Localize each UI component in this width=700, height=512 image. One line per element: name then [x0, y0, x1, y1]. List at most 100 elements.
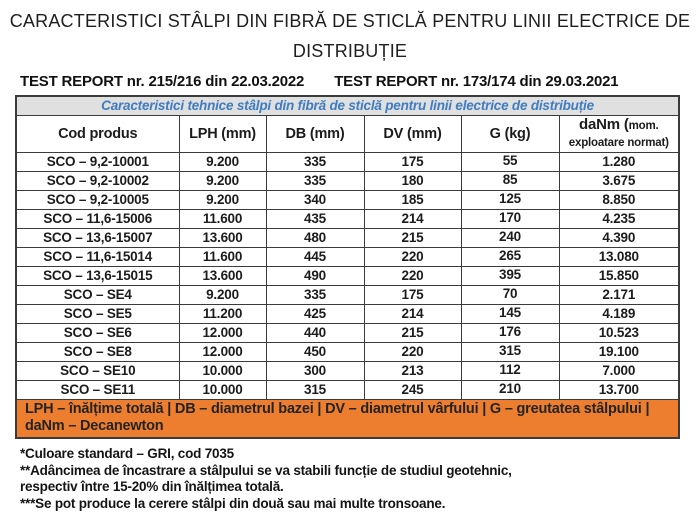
cell-dv: 214 — [364, 210, 461, 229]
table-row: SCO – 13,6-15007 13.600 480 215 240 4.39… — [16, 229, 679, 248]
danm-header-note-bottom: exploatare normat) — [569, 137, 669, 149]
cell-db: 445 — [266, 248, 364, 267]
table-row: SCO – SE4 9.200 335 175 70 2.171 — [16, 286, 679, 305]
cell-g: 265 — [461, 248, 559, 267]
title-line-2: DISTRIBUȚIE — [0, 36, 700, 66]
cell-db: 440 — [266, 324, 364, 343]
legend-row: LPH – înălțime totală | DB – diametrul b… — [16, 400, 679, 439]
cell-db: 300 — [266, 362, 364, 381]
cell-cod-produs: SCO – 9,2-10005 — [16, 191, 179, 210]
footnote-embedment-depth-line2: respectiv între 15-20% din înălțimea tot… — [20, 479, 700, 496]
cell-lph: 12.000 — [179, 343, 266, 362]
cell-dv: 180 — [364, 172, 461, 191]
cell-danm: 3.675 — [559, 172, 679, 191]
cell-g: 70 — [461, 286, 559, 305]
cell-danm: 4.235 — [559, 210, 679, 229]
cell-dv: 220 — [364, 248, 461, 267]
footnote-sections: ***Se pot produce la cerere stâlpi din d… — [20, 496, 700, 512]
column-header-g: G (kg) — [461, 116, 559, 153]
test-reports: TEST REPORT nr. 215/216 din 22.03.2022 T… — [20, 73, 700, 90]
cell-g: 85 — [461, 172, 559, 191]
cell-lph: 9.200 — [179, 172, 266, 191]
table-caption-row: Caracteristici tehnice stâlpi din fibră … — [16, 96, 679, 116]
cell-lph: 9.200 — [179, 191, 266, 210]
cell-lph: 11.600 — [179, 248, 266, 267]
table-row: SCO – 11,6-15014 11.600 445 220 265 13.0… — [16, 248, 679, 267]
cell-danm: 13.080 — [559, 248, 679, 267]
table-row: SCO – SE11 10.000 315 245 210 13.700 — [16, 381, 679, 400]
table-row: SCO – SE10 10.000 300 213 112 7.000 — [16, 362, 679, 381]
cell-db: 335 — [266, 286, 364, 305]
table-row: SCO – 9,2-10005 9.200 340 185 125 8.850 — [16, 191, 679, 210]
cell-lph: 9.200 — [179, 286, 266, 305]
cell-db: 315 — [266, 381, 364, 400]
table-row: SCO – SE6 12.000 440 215 176 10.523 — [16, 324, 679, 343]
cell-db: 335 — [266, 172, 364, 191]
title-line-1: CARACTERISTICI STÂLPI DIN FIBRĂ DE STICL… — [0, 6, 700, 36]
cell-cod-produs: SCO – 9,2-10002 — [16, 172, 179, 191]
cell-danm: 19.100 — [559, 343, 679, 362]
cell-danm: 15.850 — [559, 267, 679, 286]
cell-g: 395 — [461, 267, 559, 286]
test-report-2: TEST REPORT nr. 173/174 din 29.03.2021 — [334, 73, 618, 90]
cell-db: 425 — [266, 305, 364, 324]
cell-db: 435 — [266, 210, 364, 229]
footnotes: *Culoare standard – GRI, cod 7035 **Adân… — [20, 446, 700, 512]
table-row: SCO – SE8 12.000 450 220 315 19.100 — [16, 343, 679, 362]
cell-lph: 13.600 — [179, 229, 266, 248]
table-row: SCO – 9,2-10001 9.200 335 175 55 1.280 — [16, 153, 679, 172]
cell-dv: 220 — [364, 343, 461, 362]
specs-table: Caracteristici tehnice stâlpi din fibră … — [15, 95, 680, 439]
cell-dv: 214 — [364, 305, 461, 324]
cell-cod-produs: SCO – SE11 — [16, 381, 179, 400]
danm-header-note-top: mom. — [629, 120, 659, 132]
table-caption: Caracteristici tehnice stâlpi din fibră … — [16, 96, 679, 116]
cell-danm: 7.000 — [559, 362, 679, 381]
cell-g: 170 — [461, 210, 559, 229]
cell-cod-produs: SCO – 13,6-15007 — [16, 229, 179, 248]
cell-lph: 10.000 — [179, 362, 266, 381]
cell-dv: 215 — [364, 229, 461, 248]
cell-cod-produs: SCO – SE4 — [16, 286, 179, 305]
cell-danm: 2.171 — [559, 286, 679, 305]
cell-g: 145 — [461, 305, 559, 324]
cell-g: 210 — [461, 381, 559, 400]
footnote-embedment-depth-line1: **Adâncimea de încastrare a stâlpului se… — [20, 463, 700, 480]
cell-g: 125 — [461, 191, 559, 210]
cell-g: 55 — [461, 153, 559, 172]
cell-cod-produs: SCO – SE8 — [16, 343, 179, 362]
cell-danm: 8.850 — [559, 191, 679, 210]
cell-dv: 215 — [364, 324, 461, 343]
test-report-1: TEST REPORT nr. 215/216 din 22.03.2022 — [20, 73, 304, 90]
cell-lph: 13.600 — [179, 267, 266, 286]
page: { "colors": { "accent_orange": "#ee7e2f"… — [0, 6, 700, 494]
column-header-dv: DV (mm) — [364, 116, 461, 153]
cell-lph: 11.600 — [179, 210, 266, 229]
cell-danm: 1.280 — [559, 153, 679, 172]
cell-g: 176 — [461, 324, 559, 343]
cell-danm: 13.700 — [559, 381, 679, 400]
table-header-row: Cod produs LPH (mm) DB (mm) DV (mm) G (k… — [16, 116, 679, 153]
cell-lph: 10.000 — [179, 381, 266, 400]
table-row: SCO – 11,6-15006 11.600 435 214 170 4.23… — [16, 210, 679, 229]
cell-cod-produs: SCO – SE10 — [16, 362, 179, 381]
cell-danm: 4.390 — [559, 229, 679, 248]
cell-db: 480 — [266, 229, 364, 248]
cell-cod-produs: SCO – SE6 — [16, 324, 179, 343]
cell-danm: 4.189 — [559, 305, 679, 324]
cell-cod-produs: SCO – 11,6-15006 — [16, 210, 179, 229]
cell-cod-produs: SCO – SE5 — [16, 305, 179, 324]
danm-header-main: daNm ( — [579, 116, 629, 133]
table-row: SCO – 13,6-15015 13.600 490 220 395 15.8… — [16, 267, 679, 286]
table-row: SCO – 9,2-10002 9.200 335 180 85 3.675 — [16, 172, 679, 191]
cell-dv: 220 — [364, 267, 461, 286]
column-header-danm: daNm (mom. exploatare normat) — [559, 116, 679, 153]
column-header-cod-produs: Cod produs — [16, 116, 179, 153]
cell-cod-produs: SCO – 9,2-10001 — [16, 153, 179, 172]
cell-lph: 11.200 — [179, 305, 266, 324]
cell-danm: 10.523 — [559, 324, 679, 343]
document-title: CARACTERISTICI STÂLPI DIN FIBRĂ DE STICL… — [0, 6, 700, 66]
cell-cod-produs: SCO – 11,6-15014 — [16, 248, 179, 267]
column-header-lph: LPH (mm) — [179, 116, 266, 153]
cell-lph: 12.000 — [179, 324, 266, 343]
